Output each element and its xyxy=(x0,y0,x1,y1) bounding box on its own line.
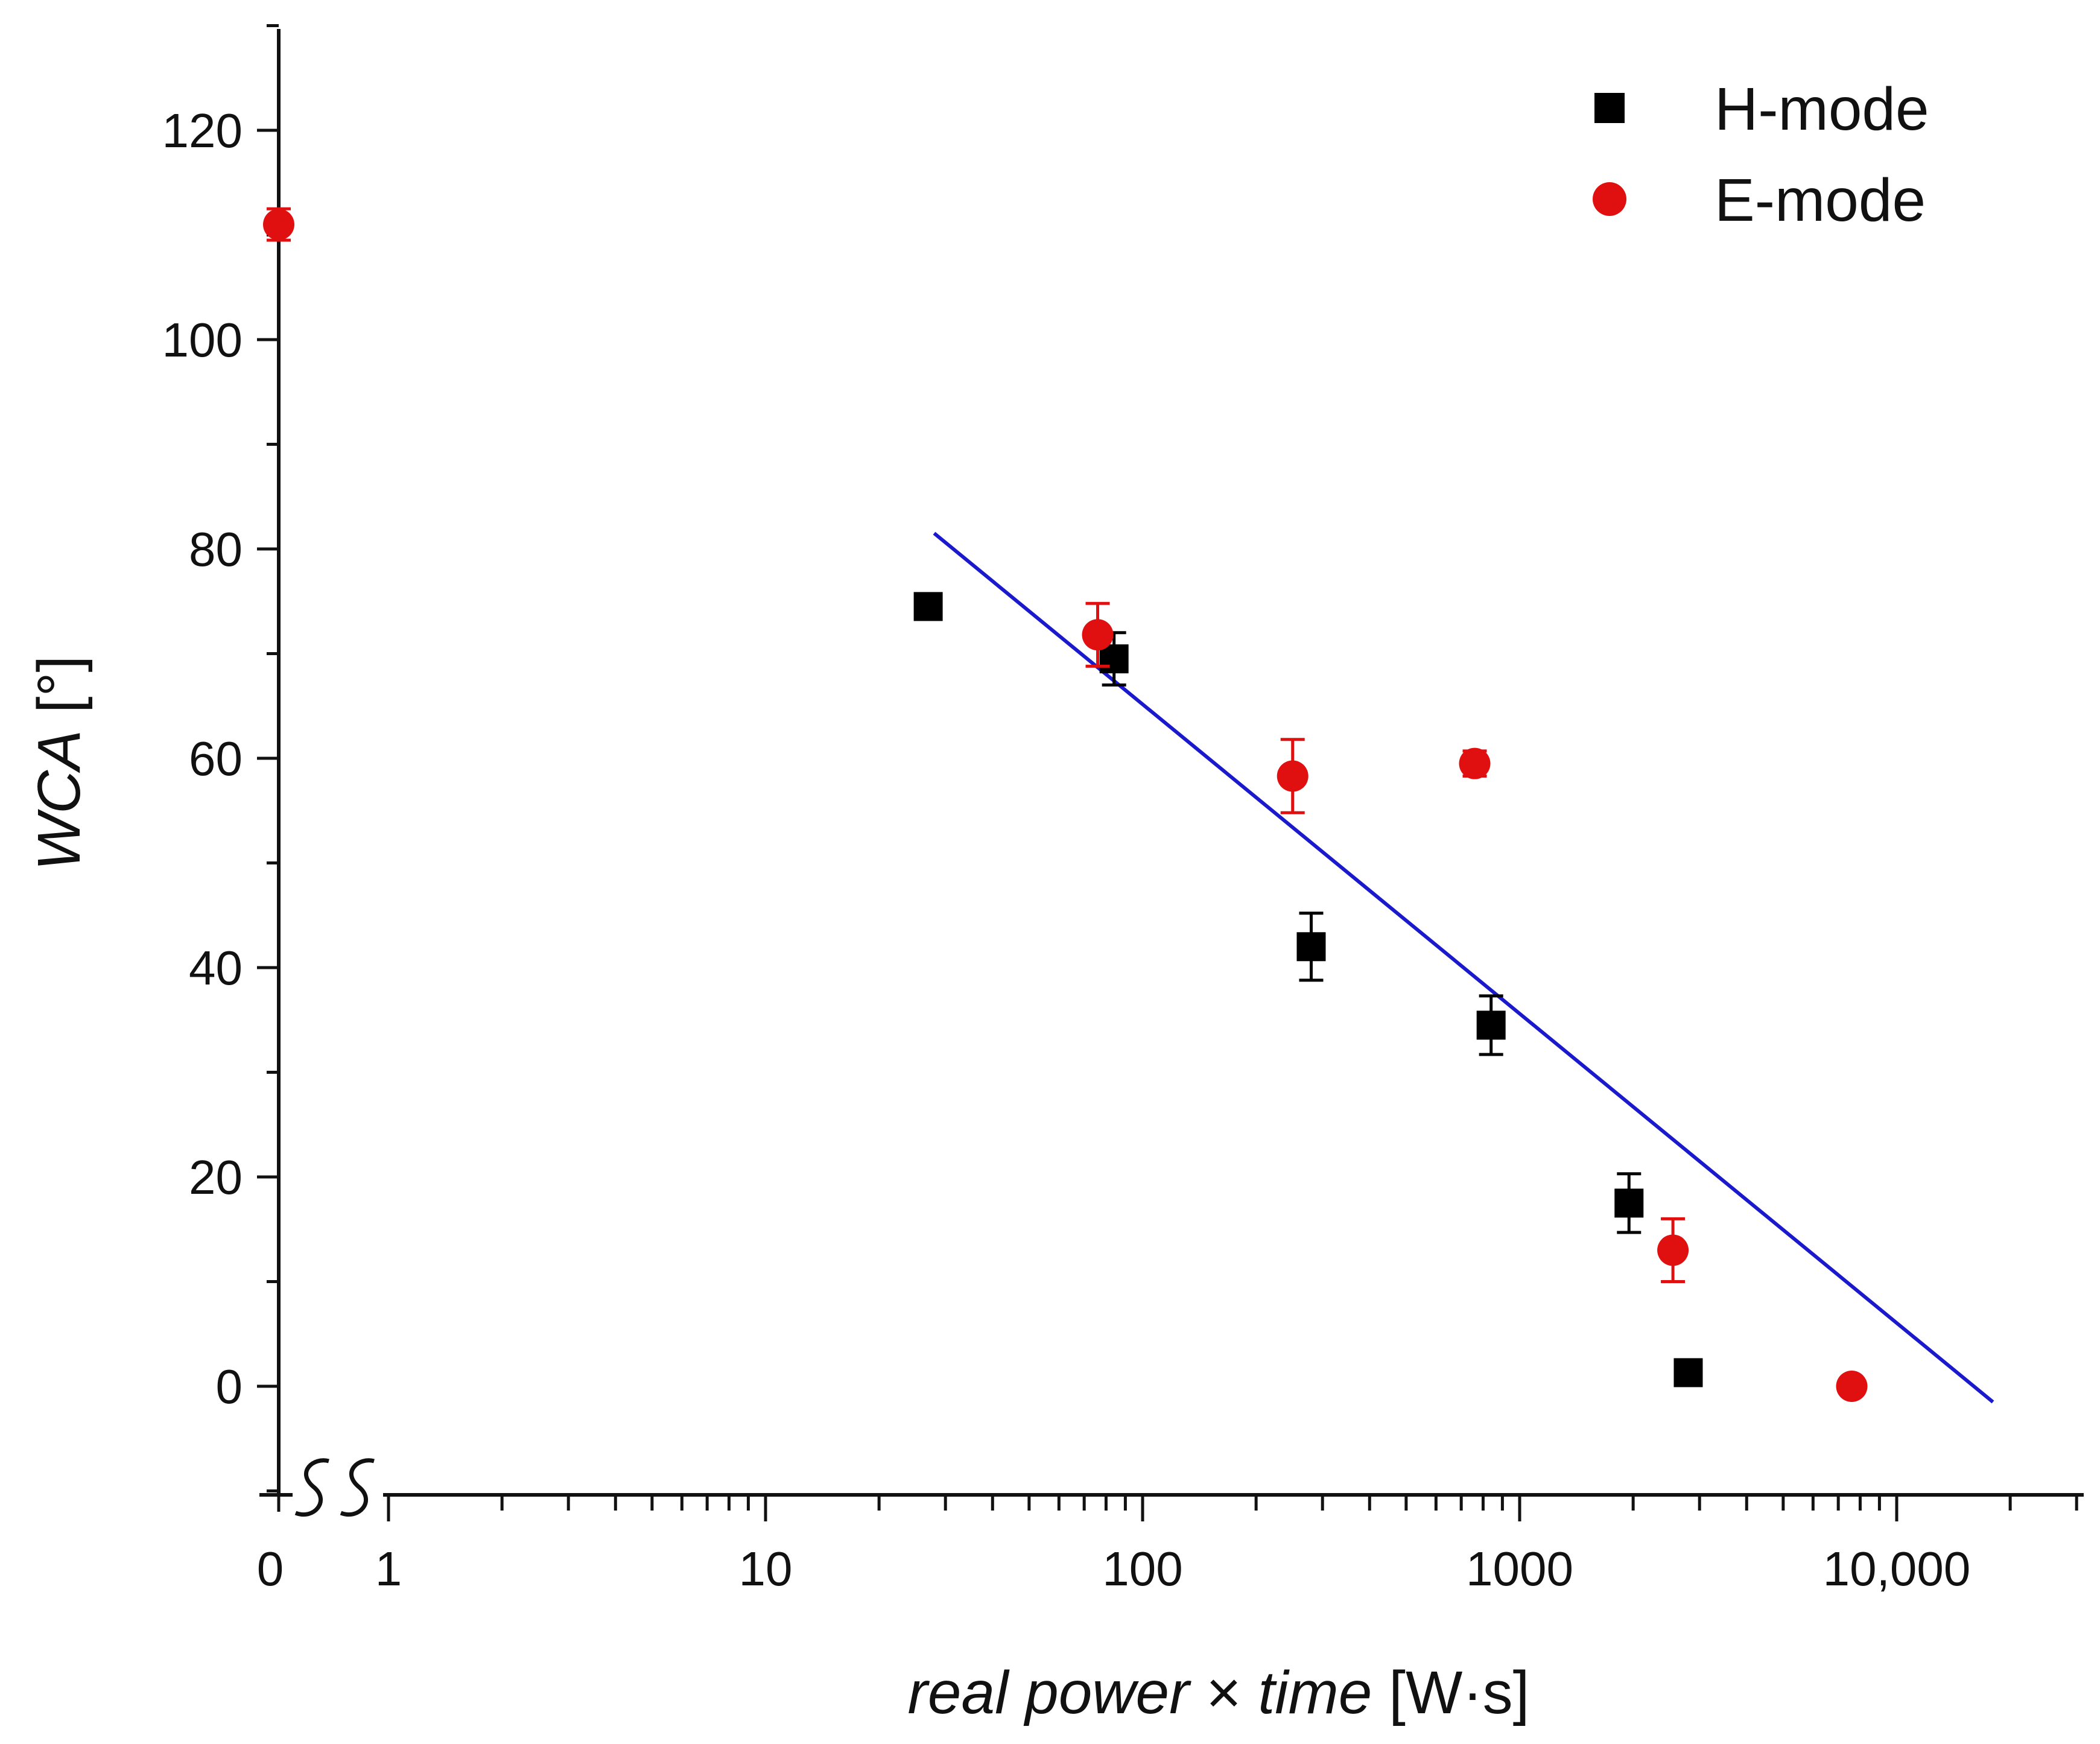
x-ticks: 0 1 10 100 1000 10,000 xyxy=(257,1495,2078,1596)
data-point-h-mode xyxy=(1476,994,1506,1056)
data-points xyxy=(263,207,1868,1402)
marker-square xyxy=(913,592,943,621)
y-axis-title-main: WCA xyxy=(25,730,93,870)
marker-square xyxy=(1296,932,1326,962)
legend-label-e-mode: E-mode xyxy=(1715,166,1926,234)
y-axis-title-unit: [°] xyxy=(25,656,93,714)
x-axis-title: real power × time [W·s] xyxy=(908,1659,1530,1727)
axes xyxy=(259,29,2084,1497)
data-point-h-mode xyxy=(1673,1358,1703,1387)
y-tick-label: 100 xyxy=(162,313,243,367)
x-axis-title-part2: time xyxy=(1258,1659,1372,1727)
data-point-h-mode xyxy=(1296,912,1326,982)
y-tick-label: 60 xyxy=(189,732,243,785)
marker-circle xyxy=(263,209,294,241)
x-tick-label: 100 xyxy=(1102,1542,1182,1596)
marker-circle xyxy=(1082,619,1114,651)
y-tick-label: 80 xyxy=(189,522,243,576)
marker-circle xyxy=(1657,1234,1689,1266)
x-tick-label-zero: 0 xyxy=(257,1542,284,1596)
x-tick-label: 10 xyxy=(739,1542,793,1596)
legend-marker-h-mode xyxy=(1594,93,1625,123)
legend-marker-e-mode xyxy=(1593,182,1626,216)
data-point-h-mode xyxy=(913,592,943,621)
legend-label-h-mode: H-mode xyxy=(1715,75,1929,143)
marker-circle xyxy=(1277,760,1309,792)
x-axis-title-unit: [W·s] xyxy=(1389,1659,1529,1727)
marker-square xyxy=(1614,1188,1644,1218)
x-axis-title-times: × xyxy=(1206,1659,1241,1727)
data-point-e-mode xyxy=(1277,738,1309,814)
marker-square xyxy=(1673,1358,1703,1387)
axis-break-mark xyxy=(293,1458,383,1517)
legend: H-mode E-mode xyxy=(1593,75,1929,234)
svg-text:real power ×: real power × time [W·s] xyxy=(908,1659,1530,1727)
fit-line-group xyxy=(933,531,1994,1404)
x-tick-label: 1000 xyxy=(1466,1542,1573,1596)
marker-square xyxy=(1099,644,1129,674)
axis-break-squiggle-1 xyxy=(294,1458,329,1517)
y-tick-label: 0 xyxy=(216,1360,243,1413)
y-tick-label: 120 xyxy=(162,104,243,157)
data-point-e-mode xyxy=(1082,601,1114,668)
y-axis-title: WCA [°] xyxy=(25,656,93,871)
svg-text:WCA [°]: WCA [°] xyxy=(25,656,93,871)
y-tick-label: 20 xyxy=(189,1150,243,1204)
data-point-e-mode xyxy=(1836,1371,1868,1402)
axis-break-squiggle-2 xyxy=(340,1458,375,1517)
marker-square xyxy=(1476,1010,1506,1040)
x-tick-label: 1 xyxy=(375,1542,402,1596)
marker-circle xyxy=(1459,747,1491,779)
y-tick-label: 40 xyxy=(189,941,243,995)
marker-circle xyxy=(1836,1371,1868,1402)
data-point-e-mode xyxy=(1459,747,1491,779)
x-tick-label: 10,000 xyxy=(1823,1542,1971,1596)
data-point-h-mode xyxy=(1614,1172,1644,1234)
x-axis-title-part1: real power xyxy=(908,1659,1192,1727)
data-point-e-mode xyxy=(1657,1217,1689,1283)
data-point-e-mode xyxy=(263,207,294,242)
fit-line xyxy=(933,531,1994,1404)
axis-break-gap xyxy=(293,1481,383,1509)
y-ticks: 0 20 40 60 80 100 120 xyxy=(162,24,279,1492)
